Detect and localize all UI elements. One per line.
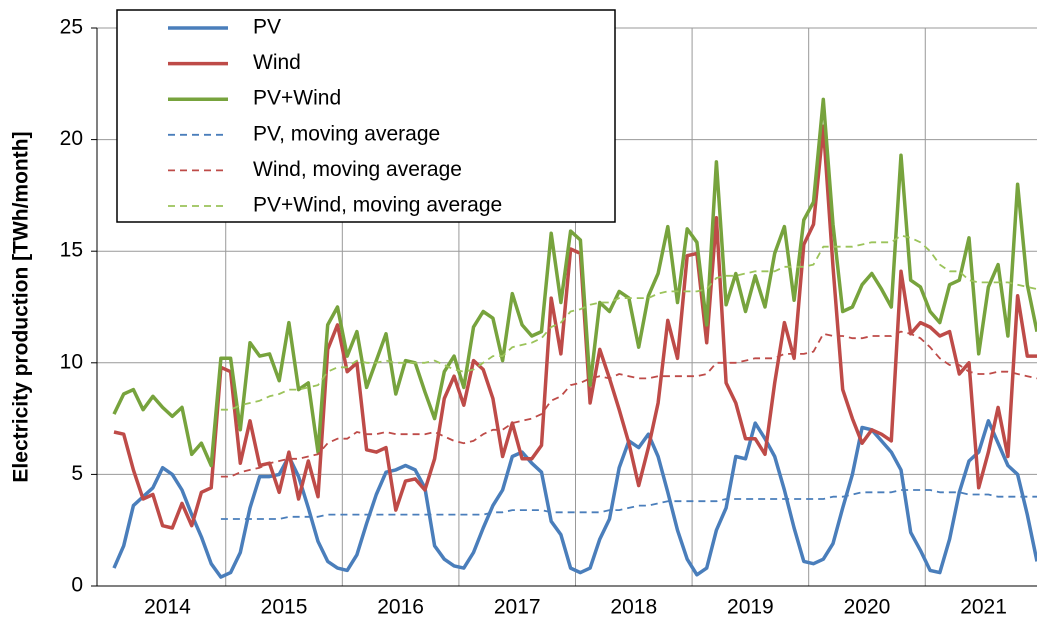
x-tick-label: 2016 (377, 596, 424, 619)
x-tick-label: 2014 (144, 596, 191, 619)
x-tick-label: 2017 (494, 596, 541, 619)
series-line (112, 97, 1037, 468)
x-tick-label: 2020 (844, 596, 891, 619)
y-tick-label: 5 (71, 462, 83, 485)
x-tick-label: 2019 (727, 596, 774, 619)
y-tick-label: 25 (60, 16, 83, 39)
y-tick-label: 15 (60, 239, 83, 262)
y-tick-label: 0 (71, 574, 83, 597)
legend-label: Wind, moving average (253, 158, 462, 181)
x-tick-label: 2021 (960, 596, 1007, 619)
y-tick-label: 10 (60, 350, 83, 373)
legend-label: PV, moving average (253, 122, 440, 145)
x-tick-label: 2018 (610, 596, 657, 619)
series-line (220, 489, 1037, 520)
legend-label: Wind (253, 51, 301, 74)
series-line (112, 419, 1037, 579)
legend: PV Wind PV+Wind PV, moving average Wind, mov… (116, 9, 616, 223)
legend-label: PV (253, 16, 281, 39)
legend-box (116, 9, 616, 223)
legend-label: PV+Wind, moving average (253, 194, 502, 217)
legend-label: PV+Wind (253, 87, 341, 110)
x-tick-label: 2015 (261, 596, 308, 619)
y-tick-label: 20 (60, 127, 83, 150)
series-line (220, 330, 1037, 478)
series-line (220, 234, 1037, 411)
y-axis-title: Electricity production [TWh/month] (10, 131, 33, 482)
